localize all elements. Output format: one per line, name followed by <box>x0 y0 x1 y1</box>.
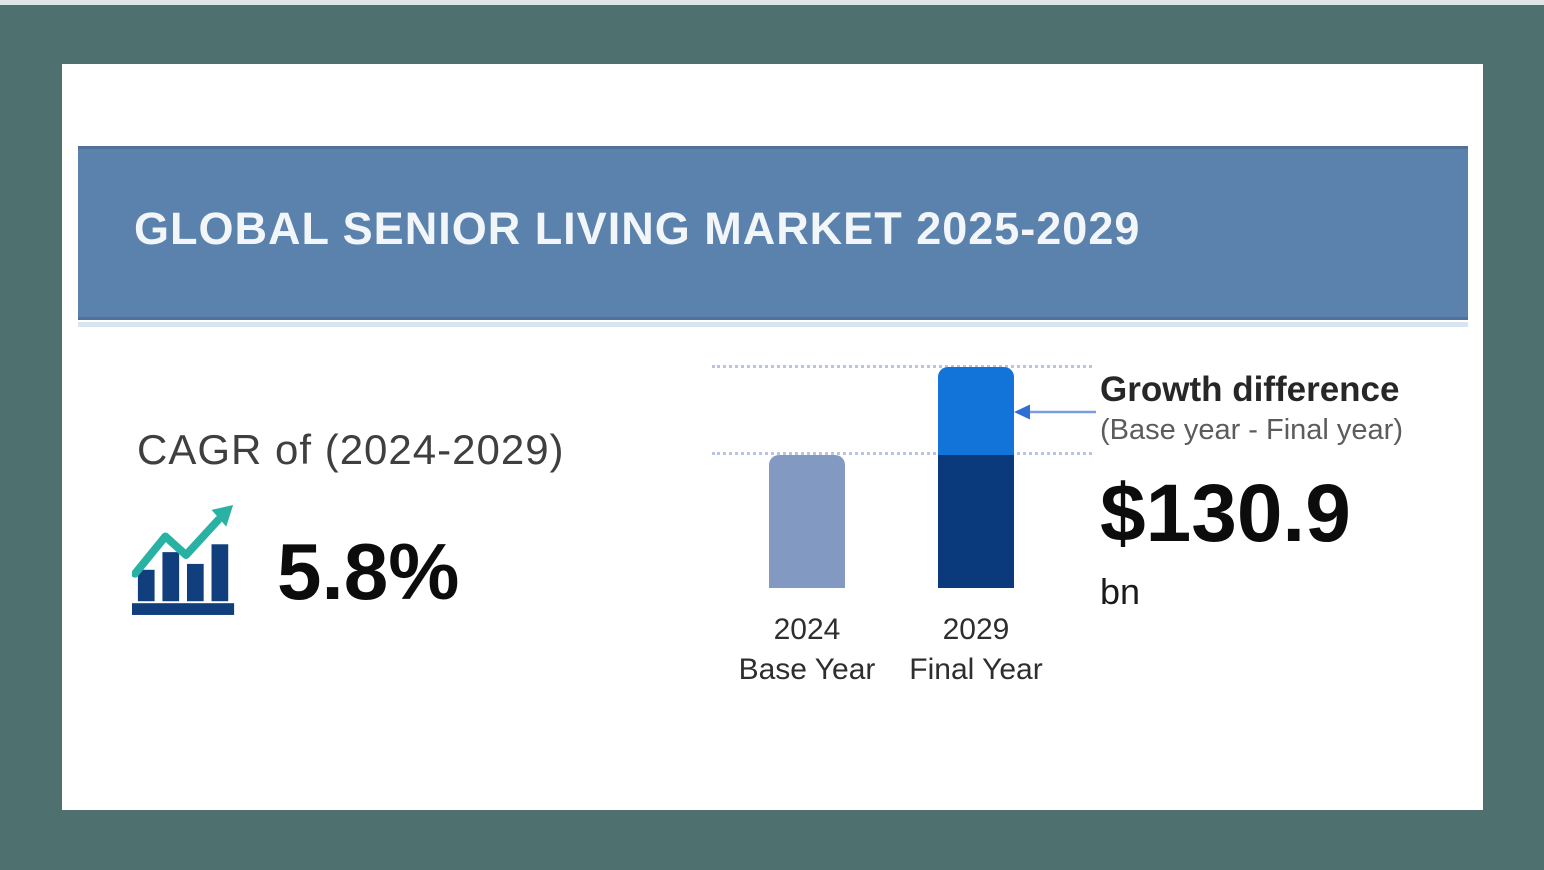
bar-sublabel-final-year: Final Year <box>909 653 1043 686</box>
bar-label-2024: 2024 Base Year <box>722 610 892 690</box>
growth-difference-arrow-icon <box>1014 404 1096 420</box>
page-top-strip <box>0 0 1544 5</box>
cagr-value: 5.8% <box>277 527 460 616</box>
bar-2024-base-year <box>769 455 845 588</box>
guide-line-final-year <box>712 365 1092 368</box>
header-band: GLOBAL SENIOR LIVING MARKET 2025-2029 <box>78 146 1468 320</box>
growth-difference-unit: bn <box>1100 571 1141 612</box>
header-band-underline <box>78 322 1468 327</box>
growth-difference-subtitle: (Base year - Final year) <box>1100 414 1403 446</box>
bar-year-2029: 2029 <box>942 613 1010 646</box>
bar-2029-base-segment <box>938 455 1014 588</box>
bar-2029-final-year <box>938 367 1014 588</box>
guide-line-base-year <box>712 452 1092 455</box>
growth-difference-block: Growth difference (Base year - Final yea… <box>1100 370 1470 613</box>
growth-difference-title: Growth difference <box>1100 370 1400 409</box>
bar-2029-growth-segment <box>938 367 1014 455</box>
growth-difference-value: $130.9 <box>1100 468 1351 559</box>
bar-label-2029: 2029 Final Year <box>891 610 1061 690</box>
page-title: GLOBAL SENIOR LIVING MARKET 2025-2029 <box>134 203 1141 254</box>
bar-sublabel-base-year: Base Year <box>738 653 876 686</box>
infographic-card: GLOBAL SENIOR LIVING MARKET 2025-2029 CA… <box>62 64 1483 810</box>
bar-year-2024: 2024 <box>773 613 841 646</box>
cagr-label: CAGR of (2024-2029) <box>137 426 565 473</box>
bar-chart-rising-arrow-icon <box>132 505 235 615</box>
